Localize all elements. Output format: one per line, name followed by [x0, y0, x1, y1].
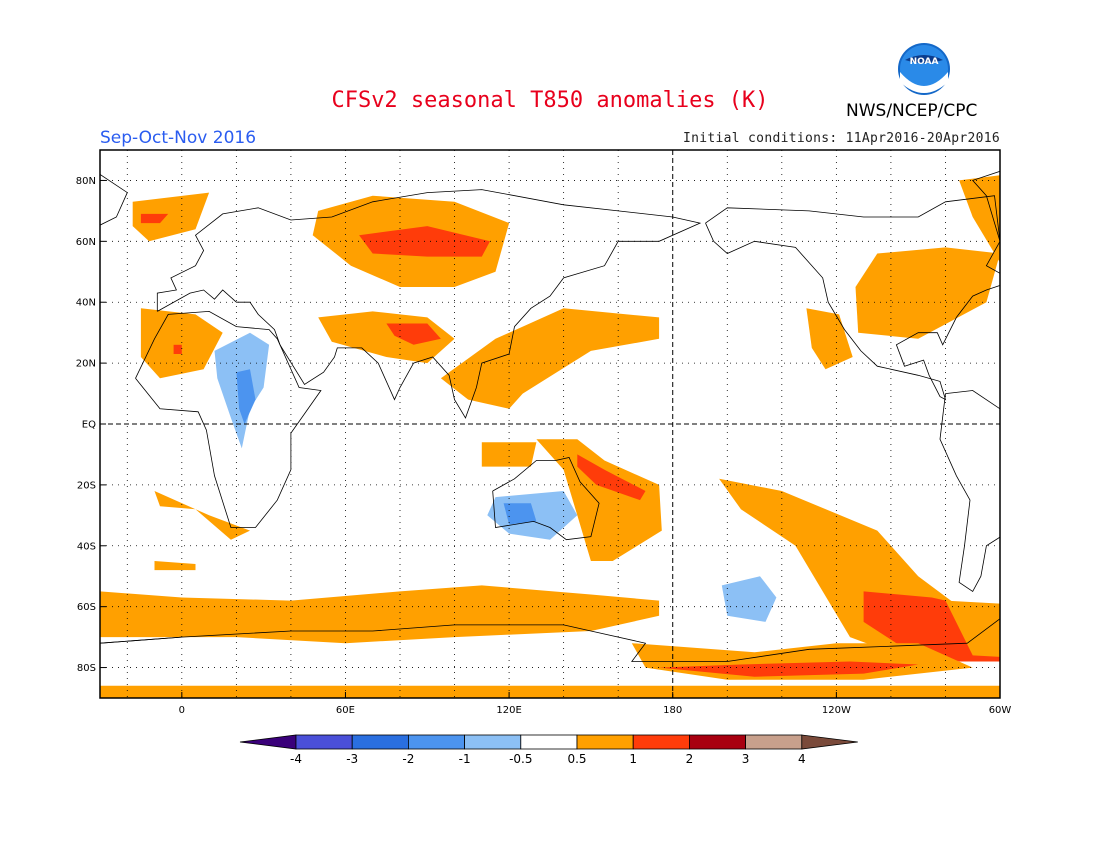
colorbar-label: 0.5: [567, 752, 586, 766]
colorbar-swatch: [295, 734, 353, 750]
map-frame: [99, 149, 1001, 699]
lat-label: 20N: [76, 359, 96, 370]
colorbar-label: 4: [798, 752, 806, 766]
anomaly-region: [481, 442, 537, 467]
colorbar-swatch: [464, 734, 522, 750]
lat-label: 20S: [77, 480, 96, 491]
anomaly-region: [577, 454, 646, 501]
lat-label: 40S: [77, 541, 96, 552]
lon-label: 120E: [496, 705, 521, 716]
colorbar-swatch: [745, 734, 803, 750]
lon-label: 60E: [336, 705, 355, 716]
coastline: [135, 310, 322, 528]
anomaly-regions: [100, 175, 1000, 698]
initial-conditions-label: Initial conditions: 11Apr2016-20Apr2016: [683, 131, 1000, 146]
colorbar-label: -4: [290, 752, 302, 766]
coastline: [939, 390, 1000, 592]
colorbar-swatch: [407, 734, 465, 750]
anomaly-region: [154, 491, 250, 540]
colorbar-label: -3: [346, 752, 358, 766]
lon-label: 0: [179, 705, 185, 716]
page-title: CFSv2 seasonal T850 anomalies (K): [331, 88, 769, 113]
anomaly-region: [173, 344, 182, 354]
colorbar-swatch: [520, 734, 578, 750]
lon-label: 180: [663, 705, 682, 716]
colorbar-label: -1: [459, 752, 471, 766]
colorbar-swatch: [576, 734, 634, 750]
lon-label: 60W: [989, 705, 1012, 716]
lon-label: 120W: [822, 705, 851, 716]
anomaly-region: [659, 661, 919, 677]
agency-label: NWS/NCEP/CPC: [846, 101, 978, 121]
lat-label: 60N: [76, 237, 96, 248]
coastline: [492, 457, 600, 541]
anomaly-region: [132, 192, 210, 242]
lat-label: 80N: [76, 176, 96, 187]
anomaly-region: [945, 600, 1000, 657]
lat-label: 40N: [76, 298, 96, 309]
lat-label: 80S: [77, 663, 96, 674]
anomaly-region: [140, 213, 169, 224]
colorbar-label: 1: [629, 752, 637, 766]
season-label: Sep-Oct-Nov 2016: [100, 128, 257, 148]
anomaly-region: [855, 247, 1000, 339]
graticule: [100, 150, 1000, 698]
colorbar-swatch: [689, 734, 747, 750]
anomaly-region: [440, 308, 660, 409]
colorbar-swatch: [632, 734, 690, 750]
anomaly-region: [236, 369, 256, 424]
colorbar-swatch: [351, 734, 409, 750]
anomaly-region: [503, 503, 537, 525]
anomaly-region: [959, 175, 1000, 263]
anomaly-region: [100, 685, 1000, 698]
anomaly-region: [721, 576, 777, 622]
anomaly-region: [536, 439, 662, 561]
colorbar-arrow-left: [239, 734, 297, 750]
lat-label: EQ: [82, 420, 96, 431]
colorbar-label: -2: [402, 752, 414, 766]
noaa-logo: NOAA: [898, 43, 950, 95]
lat-label: 60S: [77, 602, 96, 613]
anomaly-region: [100, 585, 660, 644]
logo-text: NOAA: [910, 57, 939, 67]
colorbar-arrow-right: [801, 734, 858, 750]
colorbar-label: 2: [686, 752, 694, 766]
coastline: [100, 618, 1000, 662]
map-axes: 80N 60N 40N 20N EQ 20S 40S 60S 80S 0 60E 120E 180 120…: [76, 176, 1012, 716]
coastline: [971, 170, 1000, 242]
colorbar-label: 3: [742, 752, 750, 766]
anomaly-region: [386, 323, 441, 345]
anomaly-region: [154, 561, 196, 571]
colorbar-label: -0.5: [509, 752, 532, 766]
coastline: [705, 195, 1000, 401]
